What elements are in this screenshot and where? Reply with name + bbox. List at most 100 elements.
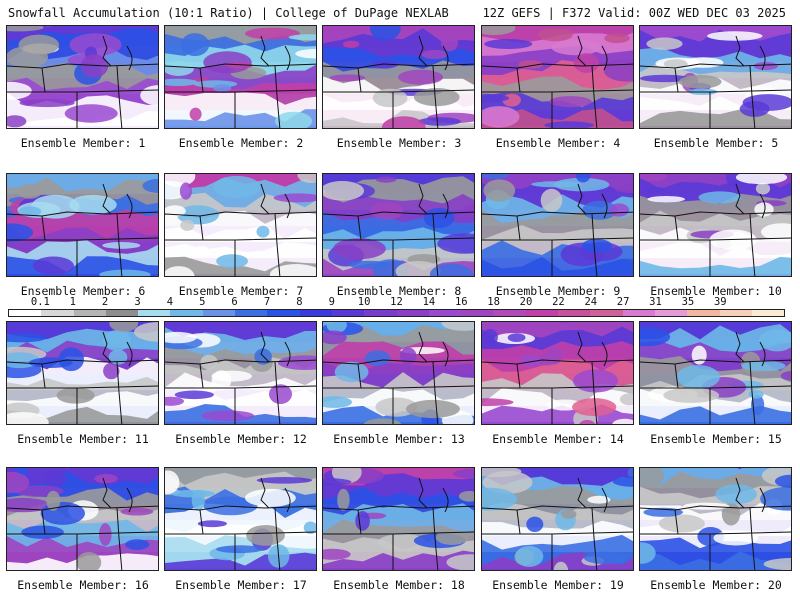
legend-tick-label: 18 — [487, 296, 500, 308]
ensemble-member-label: Ensemble Member: 4 — [495, 136, 621, 150]
ensemble-map-panel[interactable] — [481, 467, 634, 571]
ensemble-member-label: Ensemble Member: 1 — [20, 136, 146, 150]
ensemble-member-label: Ensemble Member: 8 — [336, 284, 462, 298]
legend-swatch — [461, 310, 494, 316]
legend-swatch — [73, 310, 106, 316]
ensemble-map-panel[interactable] — [6, 25, 159, 129]
legend-tick-label: 3 — [134, 296, 141, 308]
legend-swatch — [105, 310, 139, 316]
snowfall-map — [323, 26, 474, 128]
ensemble-map-panel[interactable] — [164, 467, 317, 571]
legend-tick-label: 10 — [357, 296, 371, 308]
legend-tick-label: 24 — [584, 296, 598, 308]
legend-swatch — [396, 310, 429, 316]
snowfall-map — [482, 322, 633, 424]
ensemble-member-label: Ensemble Member: 9 — [495, 284, 621, 298]
ensemble-member-label: Ensemble Member: 16 — [17, 578, 149, 592]
snowfall-map — [165, 26, 316, 128]
ensemble-member-label: Ensemble Member: 13 — [333, 432, 465, 446]
snowfall-map — [323, 322, 474, 424]
run-info: 12Z GEFS | F372 Valid: 00Z WED DEC 03 20… — [482, 6, 786, 20]
legend-swatch — [9, 310, 42, 316]
ensemble-member-label: Ensemble Member: 5 — [653, 136, 779, 150]
ensemble-member-label: Ensemble Member: 20 — [650, 578, 782, 592]
legend-tick-label: 14 — [422, 296, 436, 308]
ensemble-map-panel[interactable] — [164, 321, 317, 425]
legend-swatch — [687, 310, 720, 316]
snowfall-map — [7, 322, 158, 424]
ensemble-map-panel[interactable] — [6, 173, 159, 277]
ensemble-member-label: Ensemble Member: 14 — [492, 432, 624, 446]
legend-swatch — [331, 310, 365, 316]
legend-tick-label: 22 — [552, 296, 565, 308]
legend-tick-label: 0.1 — [30, 296, 50, 308]
snowfall-map — [7, 174, 158, 276]
legend-swatch — [525, 310, 559, 316]
legend-colorbar — [8, 309, 785, 317]
ensemble-map-panel[interactable] — [481, 25, 634, 129]
legend-swatch — [558, 310, 591, 316]
ensemble-map-panel[interactable] — [639, 467, 792, 571]
snowfall-map — [323, 174, 474, 276]
ensemble-map-panel[interactable] — [164, 173, 317, 277]
legend-tick-label: 2 — [101, 296, 109, 308]
legend-swatch — [719, 310, 752, 316]
ensemble-map-panel[interactable] — [639, 173, 792, 277]
legend-swatch — [299, 310, 332, 316]
legend-swatch — [235, 310, 268, 316]
legend-swatch — [590, 310, 623, 316]
ensemble-member-label: Ensemble Member: 12 — [175, 432, 307, 446]
ensemble-map-panel[interactable] — [639, 25, 792, 129]
ensemble-map-panel[interactable] — [322, 173, 475, 277]
snowfall-map — [640, 174, 791, 276]
snowfall-map — [640, 26, 791, 128]
ensemble-member-label: Ensemble Member: 11 — [17, 432, 149, 446]
ensemble-member-label: Ensemble Member: 19 — [492, 578, 624, 592]
legend-swatch — [428, 310, 462, 316]
snowfall-map — [482, 468, 633, 570]
ensemble-map-panel[interactable] — [164, 25, 317, 129]
snowfall-map — [640, 468, 791, 570]
ensemble-map-panel[interactable] — [322, 321, 475, 425]
legend-swatch — [138, 310, 171, 316]
snowfall-map — [482, 26, 633, 128]
snowfall-map — [165, 468, 316, 570]
snowfall-map — [482, 174, 633, 276]
ensemble-map-panel[interactable] — [322, 25, 475, 129]
legend-tick-label: 12 — [390, 296, 403, 308]
ensemble-member-label: Ensemble Member: 18 — [333, 578, 465, 592]
snowfall-map — [640, 322, 791, 424]
legend-tick-label: 8 — [296, 296, 303, 308]
ensemble-map-panel[interactable] — [322, 467, 475, 571]
legend-tick-label: 31 — [649, 296, 662, 308]
ensemble-map-panel[interactable] — [481, 173, 634, 277]
ensemble-map-panel[interactable] — [639, 321, 792, 425]
legend-swatch — [654, 310, 688, 316]
ensemble-member-label: Ensemble Member: 6 — [20, 284, 146, 298]
legend-tick-label: 39 — [713, 296, 727, 308]
ensemble-member-label: Ensemble Member: 7 — [178, 284, 304, 298]
map-title: Snowfall Accumulation (10:1 Ratio) | Col… — [8, 6, 449, 20]
ensemble-member-label: Ensemble Member: 17 — [175, 578, 307, 592]
snowfall-map — [7, 26, 158, 128]
ensemble-member-label: Ensemble Member: 3 — [336, 136, 462, 150]
snowfall-legend: 0.1 1 2 3 4 5 6 7 8 9 10 12 14 16 18 20 22 24 27 31 35 39 — [8, 296, 785, 318]
legend-swatch — [41, 310, 74, 316]
ensemble-member-label: Ensemble Member: 2 — [178, 136, 304, 150]
legend-tick-label: 20 — [519, 296, 533, 308]
snowfall-map — [165, 174, 316, 276]
legend-tick-label: 1 — [69, 296, 76, 308]
snowfall-map — [323, 468, 474, 570]
ensemble-map-panel[interactable] — [6, 321, 159, 425]
legend-swatch — [364, 310, 397, 316]
legend-tick-label: 9 — [328, 296, 335, 308]
ensemble-member-label: Ensemble Member: 10 — [650, 284, 782, 298]
ensemble-map-panel[interactable] — [6, 467, 159, 571]
legend-tick-label: 16 — [454, 296, 468, 308]
legend-swatch — [493, 310, 526, 316]
legend-swatch — [170, 310, 203, 316]
legend-tick-label: 7 — [263, 296, 271, 308]
ensemble-map-panel[interactable] — [481, 321, 634, 425]
legend-swatch — [267, 310, 300, 316]
legend-swatch — [622, 310, 655, 316]
